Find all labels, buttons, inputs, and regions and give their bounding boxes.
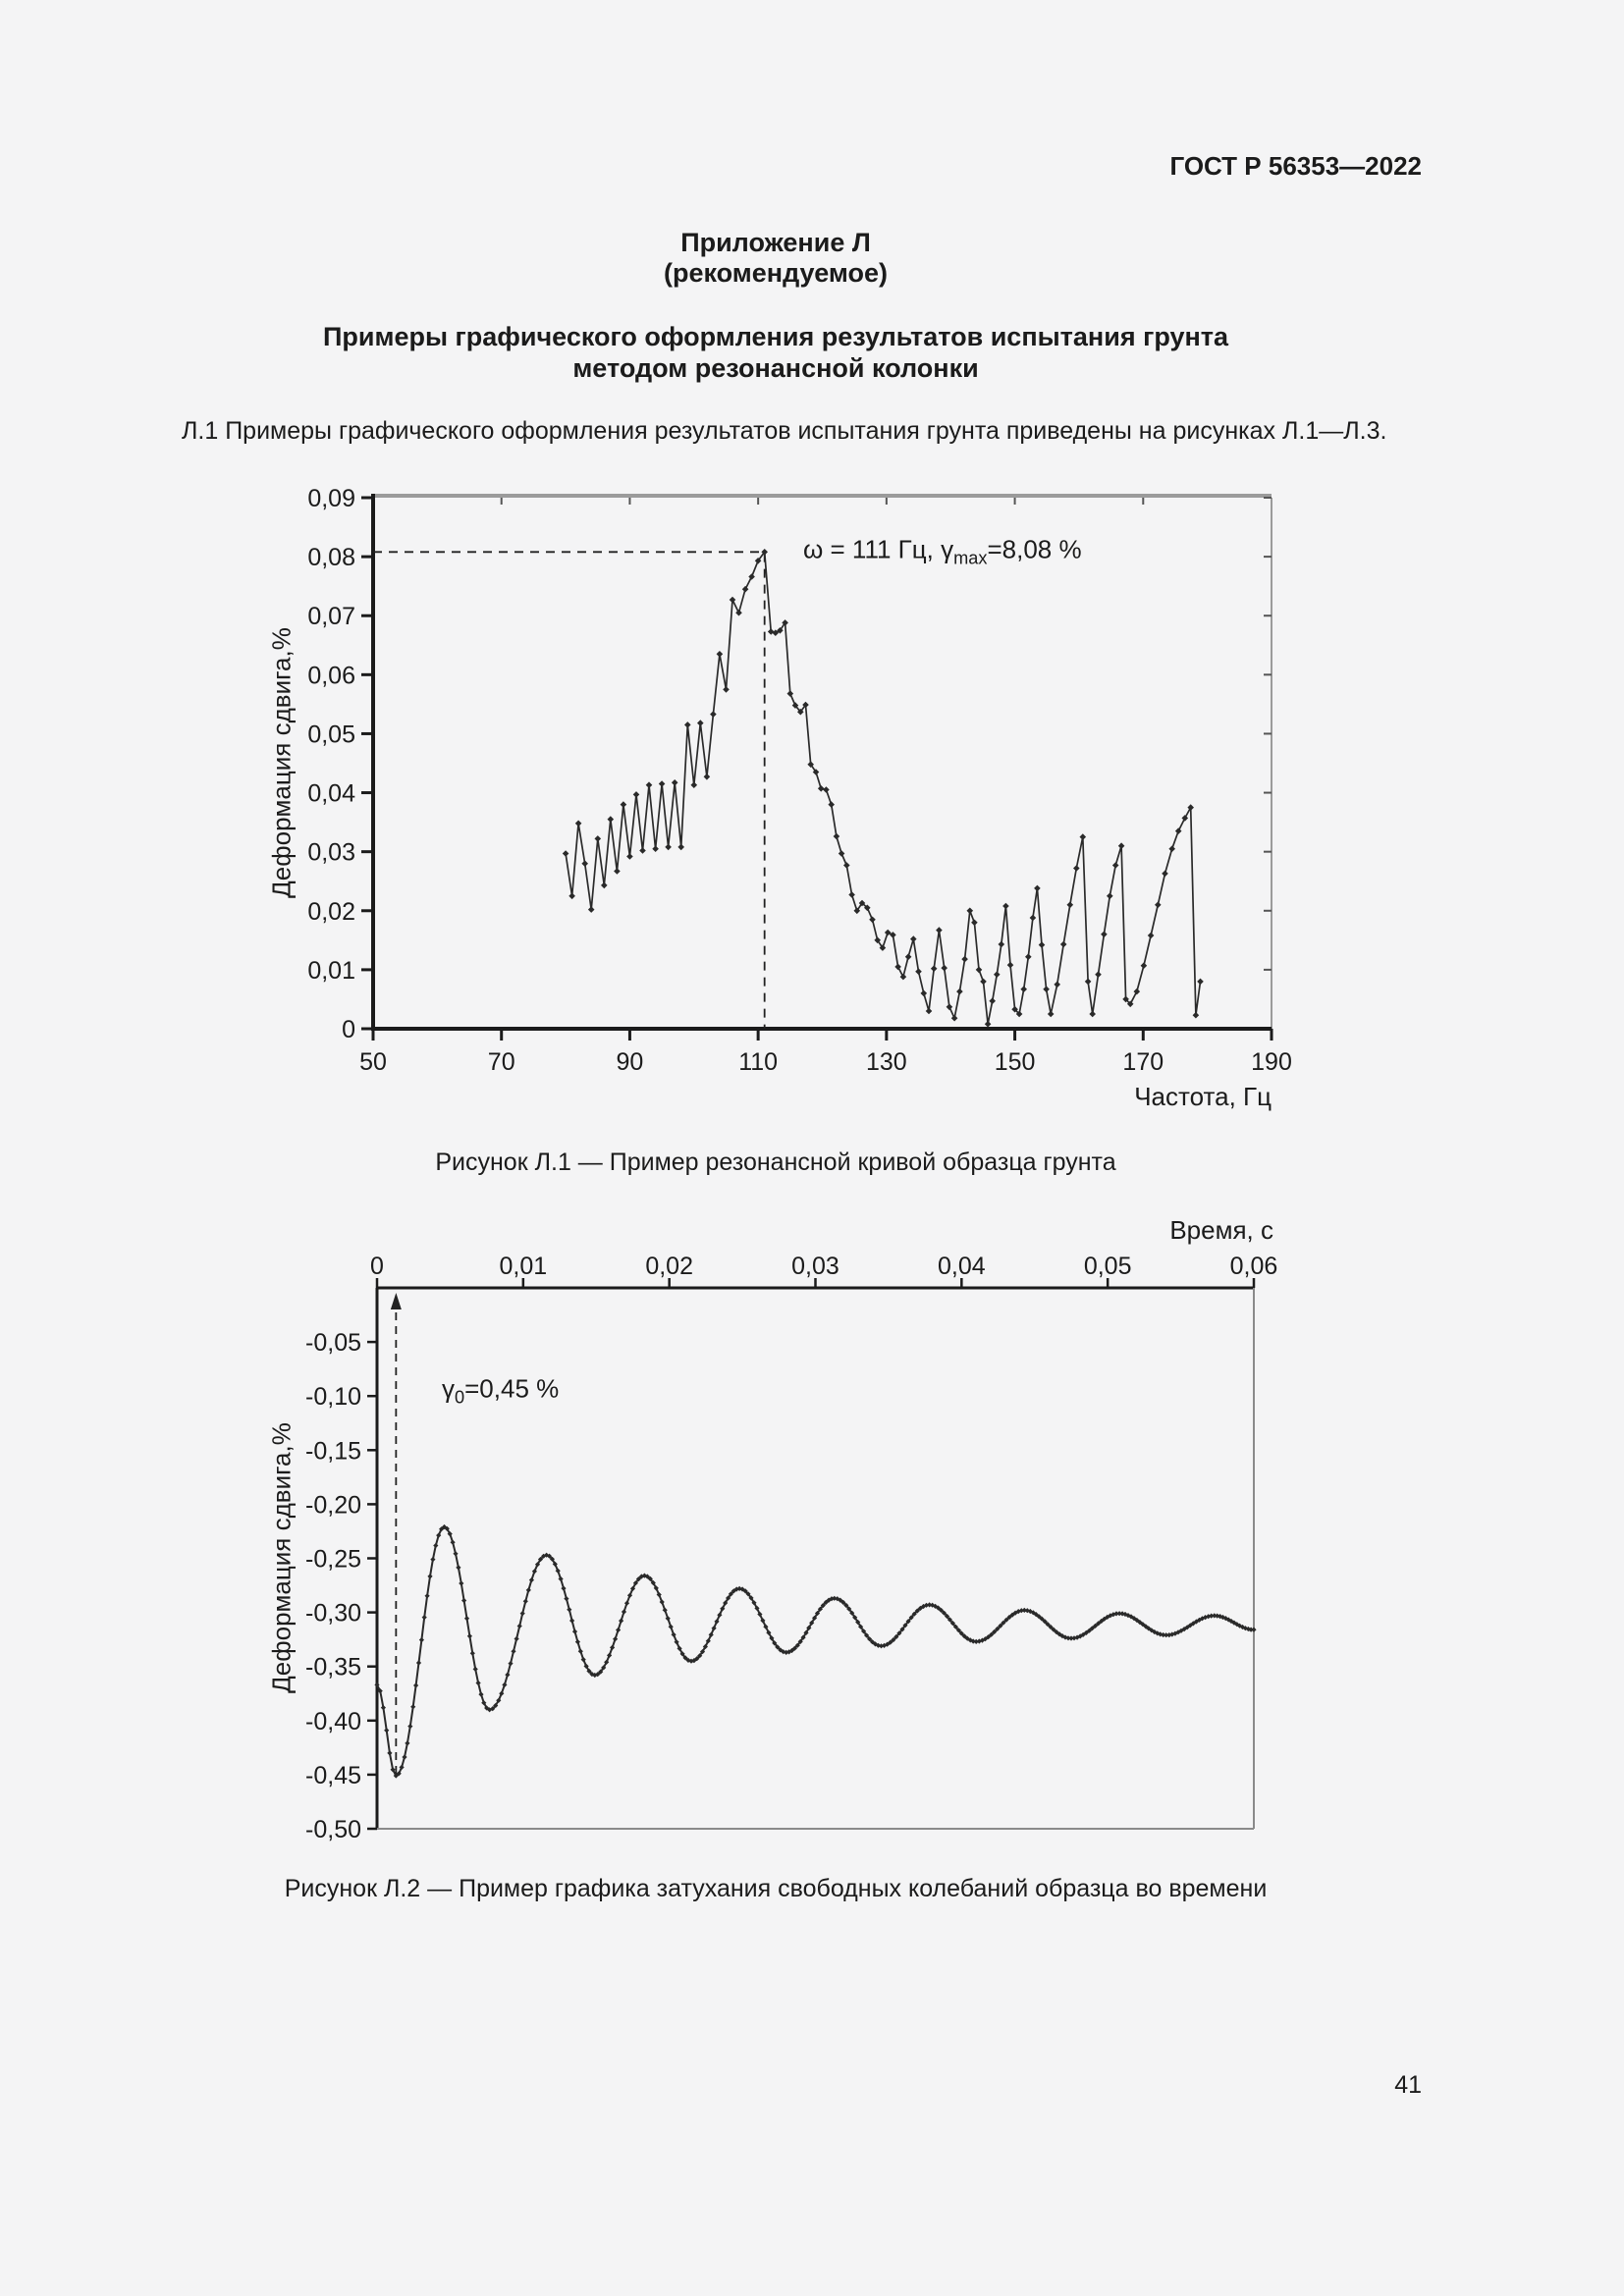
page-number: 41: [1394, 2071, 1422, 2099]
chart2-x-tick-label: 0,03: [791, 1253, 839, 1280]
chart2-y-tick-label: -0,50: [305, 1816, 361, 1843]
chart2-y-tick-label: -0,35: [305, 1654, 361, 1682]
chart2-y-tick-label: -0,40: [305, 1708, 361, 1735]
chart2-y-tick-label: -0,10: [305, 1383, 361, 1411]
figure-l2-caption: Рисунок Л.2 — Пример графика затухания с…: [284, 1875, 1268, 1902]
chart2-series-markers: [374, 1523, 1257, 1779]
document-header: ГОСТ Р 56353—2022: [1169, 151, 1422, 181]
chart1-y-tick-label: 0,05: [307, 721, 355, 748]
chart2-y-tick-label: -0,30: [305, 1600, 361, 1628]
figure-l1-caption: Рисунок Л.1 — Пример резонансной кривой …: [435, 1148, 1116, 1176]
chart2-x-tick-label: 0,06: [1230, 1253, 1278, 1280]
annotation-subscript: max: [953, 548, 988, 568]
chart2-y-tick-label: -0,15: [305, 1437, 361, 1465]
annotation-text: =8,08 %: [987, 534, 1082, 564]
chart1-x-tick-label: 90: [617, 1048, 644, 1076]
chart1-x-tick-label: 170: [1122, 1048, 1164, 1076]
chart2-x-tick-label: 0: [370, 1253, 384, 1280]
chart1-x-tick-label: 130: [866, 1048, 907, 1076]
chart1-peak-dashed-guides: [373, 551, 766, 1029]
chart2-series-line: [376, 1525, 1255, 1777]
chart2-y-tick-label: -0,45: [305, 1762, 361, 1789]
chart1-x-tick-label: 50: [359, 1048, 387, 1076]
figure-l1-x-axis-title: Частота, Гц: [1134, 1082, 1272, 1111]
chart1-y-tick-label: 0: [342, 1016, 355, 1043]
chart1-y-tick-label: 0,01: [307, 957, 355, 985]
chart1-series-markers: [562, 549, 1204, 1028]
appendix-title-line1: Примеры графического оформления результа…: [322, 322, 1229, 351]
figure-l2-x-axis-title: Время, с: [1169, 1215, 1273, 1245]
chart1-y-tick-label: 0,07: [307, 603, 355, 630]
chart2-x-tick-label: 0,02: [645, 1253, 693, 1280]
chart2-x-tick-label: 0,05: [1084, 1253, 1132, 1280]
chart1-y-tick-label: 0,02: [307, 898, 355, 926]
chart2-y-tick-label: -0,20: [305, 1491, 361, 1519]
chart1-x-tick-label: 70: [488, 1048, 515, 1076]
chart2-dashed-arrow-head: [390, 1293, 402, 1309]
chart1-y-tick-label: 0,09: [307, 485, 355, 512]
appendix-title-line2: методом резонансной колонки: [572, 353, 979, 383]
chart1-x-tick-label: 190: [1251, 1048, 1292, 1076]
chart1-y-tick-label: 0,06: [307, 662, 355, 689]
figure-l2-amplitude-annotation: γ0=0,45 %: [442, 1373, 559, 1408]
chart2-y-tick-label: -0,05: [305, 1329, 361, 1357]
annotation-text: ω = 111 Гц, γ: [803, 534, 954, 564]
figure-l1-peak-annotation: ω = 111 Гц, γmax=8,08 %: [803, 534, 1082, 568]
chart1-series-line: [565, 551, 1202, 1026]
chart1-x-tick-label: 150: [995, 1048, 1036, 1076]
chart2-x-tick-label: 0,01: [499, 1253, 547, 1280]
chart2-x-tick-label: 0,04: [938, 1253, 986, 1280]
chart1-y-tick-label: 0,04: [307, 780, 355, 808]
annotation-text: γ: [442, 1373, 455, 1404]
appendix-kind: (рекомендуемое): [664, 258, 888, 288]
annotation-text: =0,45 %: [464, 1373, 560, 1404]
annotation-subscript: 0: [455, 1387, 465, 1408]
appendix-label: Приложение Л: [680, 228, 871, 257]
chart2-y-tick-label: -0,25: [305, 1546, 361, 1574]
chart1-x-tick-label: 110: [738, 1048, 778, 1076]
chart1-y-tick-label: 0,03: [307, 839, 355, 867]
intro-paragraph: Л.1 Примеры графического оформления резу…: [182, 417, 1387, 445]
figure-l2-y-axis-title: Деформация сдвига,%: [266, 1422, 297, 1693]
chart1-y-tick-label: 0,08: [307, 544, 355, 571]
figure-l1-y-axis-title: Деформация сдвига,%: [266, 627, 297, 898]
